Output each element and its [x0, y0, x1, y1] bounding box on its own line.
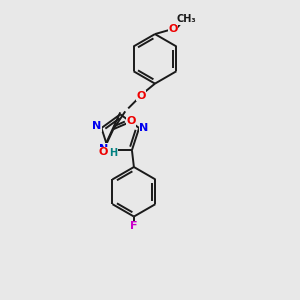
Text: F: F: [130, 221, 138, 232]
Text: O: O: [168, 24, 178, 34]
Text: N: N: [92, 121, 101, 131]
Text: N: N: [140, 123, 149, 133]
Text: O: O: [136, 91, 146, 100]
Text: H: H: [109, 148, 117, 158]
Text: CH₃: CH₃: [177, 14, 196, 24]
Text: O: O: [99, 147, 108, 157]
Text: N: N: [99, 144, 108, 154]
Text: O: O: [127, 116, 136, 126]
